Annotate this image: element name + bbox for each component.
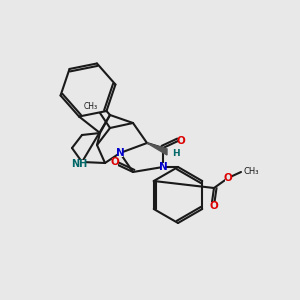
Text: N: N: [116, 148, 124, 158]
Text: CH₃: CH₃: [243, 167, 259, 176]
FancyBboxPatch shape: [211, 202, 217, 210]
FancyBboxPatch shape: [112, 158, 118, 166]
Text: O: O: [111, 157, 119, 167]
FancyBboxPatch shape: [178, 137, 184, 145]
Text: O: O: [210, 201, 218, 211]
FancyBboxPatch shape: [117, 149, 123, 157]
Text: O: O: [224, 173, 232, 183]
Text: N: N: [159, 162, 167, 172]
Text: CH₃: CH₃: [84, 102, 98, 111]
FancyBboxPatch shape: [160, 163, 166, 171]
Text: NH: NH: [71, 159, 87, 169]
FancyBboxPatch shape: [225, 174, 231, 182]
Text: O: O: [177, 136, 185, 146]
Text: H: H: [172, 148, 180, 158]
Polygon shape: [147, 143, 167, 155]
FancyBboxPatch shape: [74, 160, 85, 168]
